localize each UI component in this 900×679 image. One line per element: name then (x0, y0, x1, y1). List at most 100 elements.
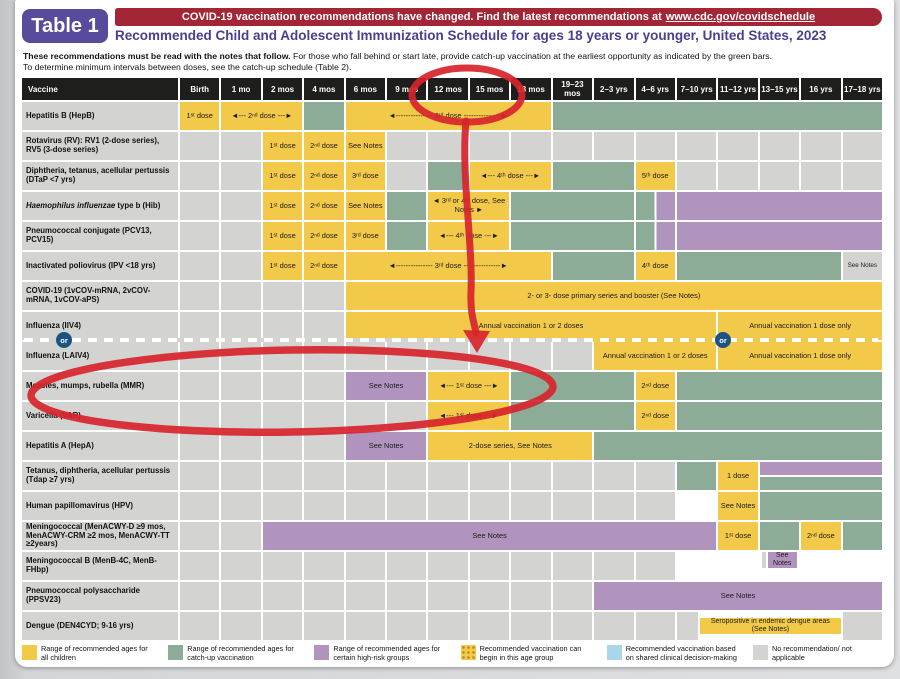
schedule-cell (345, 342, 386, 370)
vaccine-row-label: Diphtheria, tetanus, acellular pertussis… (22, 162, 178, 190)
vaccine-row-label: Influenza (IIV4) (22, 312, 178, 340)
schedule-cell (345, 612, 386, 640)
schedule-cell (180, 402, 220, 430)
schedule-cell (387, 462, 427, 490)
schedule-cell (387, 402, 427, 430)
schedule-cell (552, 102, 882, 130)
schedule-cell (180, 312, 220, 340)
vaccine-row-label: Hepatitis A (HepA) (22, 432, 178, 460)
schedule-cell: 2- or 3- dose primary series and booster… (345, 282, 882, 310)
schedule-cell (428, 462, 468, 490)
schedule-cell (759, 522, 800, 550)
vaccine-row-label: Inactivated poliovirus (IPV <18 yrs) (22, 252, 178, 280)
schedule-cell (221, 192, 261, 220)
schedule-cell (180, 132, 220, 160)
schedule-cell (552, 462, 593, 490)
schedule-cell (635, 552, 675, 580)
schedule-cell (759, 162, 800, 190)
age-column-header: 18 mos (511, 78, 551, 100)
influenza-or-divider (24, 338, 878, 342)
vaccine-row-label: Varicella (VAR) (22, 402, 178, 430)
schedule-cell (387, 222, 427, 250)
schedule-cell (387, 552, 427, 580)
schedule-cell: 2ⁿᵈ dose (635, 402, 675, 430)
schedule-cell (387, 582, 427, 610)
schedule-cell (635, 462, 675, 490)
vaccine-row-label: Human papillomavirus (HPV) (22, 492, 178, 520)
vaccine-row-label: Meningococcal (MenACWY-D ≥9 mos, MenACWY… (22, 522, 178, 550)
schedule-cell: ◄--- 1ˢᵗ dose ---► (428, 402, 510, 430)
schedule-cell (387, 342, 427, 370)
schedule-cell: ◄--- 4ᵗʰ dose ---► (428, 222, 510, 250)
vaccine-row-label: Influenza (LAIV4) (22, 342, 178, 370)
schedule-cell (428, 132, 468, 160)
schedule-cell (594, 432, 882, 460)
banner-link[interactable]: www.cdc.gov/covidschedule (665, 11, 816, 23)
schedule-cell (469, 612, 510, 640)
schedule-cell (594, 492, 634, 520)
catch-up-strip (759, 477, 882, 490)
schedule-cell: See Notes (842, 252, 882, 280)
schedule-cell (842, 132, 882, 160)
schedule-cell (345, 462, 386, 490)
schedule-cell: ◄--- 4ᵗʰ dose ---► (469, 162, 551, 190)
schedule-cell (469, 462, 510, 490)
schedule-cell (511, 222, 634, 250)
schedule-cell (304, 612, 344, 640)
schedule-cell (677, 492, 716, 520)
schedule-cell (262, 312, 303, 340)
schedule-cell (262, 402, 303, 430)
schedule-cell: 1ˢᵗ dose (262, 132, 303, 160)
schedule-cell (511, 462, 551, 490)
notes-bold: These recommendations must be read with … (23, 51, 291, 61)
schedule-cell (511, 612, 551, 640)
schedule-cell (262, 342, 303, 370)
age-column-header: 7–10 yrs (676, 78, 717, 100)
schedule-cell: 3ʳᵈ dose (345, 162, 386, 190)
legend-item: No recommendation/ not applicable (752, 644, 884, 662)
schedule-cell: 2ⁿᵈ dose (304, 222, 344, 250)
schedule-cell: See Notes (677, 552, 882, 580)
document-sheet: Table 1 COVID-19 vaccination recommendat… (15, 0, 894, 667)
or-badge-left: or (56, 332, 72, 348)
legend-item: Recommended vaccination can begin in thi… (460, 644, 592, 662)
schedule-cell (304, 582, 344, 610)
age-column-header: 6 mos (345, 78, 386, 100)
schedule-cell (428, 342, 468, 370)
legend-swatch (168, 645, 184, 660)
schedule-cell (511, 192, 634, 220)
age-column-header: 4–6 yrs (635, 78, 675, 100)
schedule-cell: ◄ 3ʳᵈ or 4ᵗʰ dose, See Notes ► (428, 192, 510, 220)
vaccine-row-label: Dengue (DEN4CYD; 9-16 yrs) (22, 612, 178, 640)
age-column-header: 17–18 yrs (842, 78, 882, 100)
schedule-cell (180, 282, 220, 310)
legend-text: Recommended vaccination based on shared … (625, 644, 737, 663)
legend-item: Range of recommended ages for catch-up v… (168, 644, 299, 662)
schedule-cell: 1ˢᵗ dose (262, 162, 303, 190)
schedule-cell (262, 552, 303, 580)
schedule-cell (180, 252, 220, 280)
vaccine-row-label: Pneumococcal polysaccharide (PPSV23) (22, 582, 178, 610)
schedule-cell: 2-dose series, See Notes (428, 432, 593, 460)
schedule-cell (635, 192, 675, 220)
notes-rest: For those who fall behind or start late,… (293, 51, 773, 61)
age-column-header: 9 mos (387, 78, 427, 100)
schedule-cell (304, 102, 344, 130)
schedule-cell (387, 612, 427, 640)
schedule-cell (221, 522, 261, 550)
schedule-cell (304, 312, 344, 340)
schedule-cell (469, 132, 510, 160)
schedule-cell: 1ˢᵗ dose (262, 222, 303, 250)
schedule-cell (676, 402, 882, 430)
schedule-cell (635, 222, 675, 250)
schedule-cell: 2ⁿᵈ dose (304, 132, 344, 160)
schedule-cell (428, 612, 468, 640)
schedule-cell (842, 522, 882, 550)
schedule-cell (262, 462, 303, 490)
schedule-cell (221, 492, 261, 520)
schedule-cell (594, 552, 634, 580)
schedule-cell (221, 552, 261, 580)
age-column-header: 4 mos (304, 78, 344, 100)
schedule-cell (759, 462, 882, 490)
